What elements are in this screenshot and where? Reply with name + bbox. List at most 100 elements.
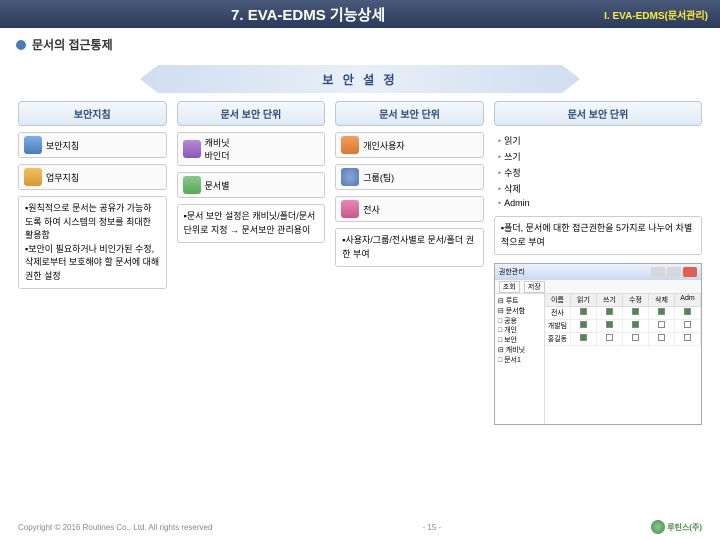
window-title: 권한관리 [499,267,525,277]
checkbox-icon[interactable] [684,334,691,341]
checkbox-icon[interactable] [580,334,587,341]
window-titlebar: 권한관리 [495,264,701,280]
table-cell [623,307,649,319]
grid-col: 이름 [545,294,571,306]
footer: Copyright © 2016 Routines Co., Ltd. All … [0,520,720,534]
lock-icon [24,168,42,186]
checkbox-icon[interactable] [658,334,665,341]
table-row[interactable]: 전사 [545,307,701,320]
minimize-icon[interactable] [651,267,665,277]
grid-header: 이름 읽기 쓰기 수정 삭제 Adm [545,294,701,307]
table-cell [649,320,675,332]
table-cell [623,320,649,332]
col-head: 문서 보안 단위 [494,101,702,126]
tree-panel[interactable]: ⊟ 루트 ⊟ 문서함 □ 공용 □ 개인 □ 보안 ⊟ 캐비닛 □ 문서1 [495,294,545,424]
table-cell: 전사 [545,307,571,319]
window-buttons [651,267,697,277]
columns: 보안지침 보안지침 업무지침 ▪원칙적으로 문서는 공유가 가능하도록 하여 시… [0,101,720,425]
grid-col: 쓰기 [597,294,623,306]
subtitle: 문서의 접근통제 [0,28,720,61]
perm-delete: 삭제 [498,182,698,195]
logo: 루틴스(주) [651,520,702,534]
close-icon[interactable] [683,267,697,277]
table-cell [597,320,623,332]
col-head: 보안지침 [18,101,167,126]
table-cell [649,333,675,345]
desc-2: ▪문서 보안 설정은 캐비닛/폴더/문서 단위로 지정 → 문서보안 관리용이 [177,204,326,243]
tree-node[interactable]: □ 문서1 [498,356,541,366]
table-cell [623,333,649,345]
checkbox-icon[interactable] [658,321,665,328]
tree-node[interactable]: ⊟ 루트 [498,297,541,307]
table-cell [675,320,701,332]
table-row[interactable]: 개발팀 [545,320,701,333]
item-label: 그룹(팀) [363,171,394,184]
perm-write: 쓰기 [498,150,698,163]
item-label: 전사 [363,203,380,216]
checkbox-icon[interactable] [606,321,613,328]
checkbox-icon[interactable] [684,321,691,328]
checkbox-icon[interactable] [580,321,587,328]
col-2: 문서 보안 단위 캐비닛 바인더 문서별 ▪문서 보안 설정은 캐비닛/폴더/문… [177,101,326,425]
col-3: 문서 보안 단위 개인사용자 그룹(팀) 전사 ▪사용자/그룹/전사별로 문서/… [335,101,484,425]
toolbar: 조회 저장 [495,280,701,294]
page-title: 7. EVA-EDMS 기능상세 [12,4,604,25]
table-row[interactable]: 홍길동 [545,333,701,346]
group-icon [341,168,359,186]
page-number: - 15 - [212,523,651,532]
table-cell [649,307,675,319]
checkbox-icon[interactable] [580,308,587,315]
desc-1: ▪원칙적으로 문서는 공유가 가능하도록 하여 시스템의 정보를 최대한 활용함… [18,196,167,289]
bullet-icon [16,40,26,50]
grid-col: 삭제 [649,294,675,306]
grid-col: Adm [675,294,701,306]
tree-node[interactable]: ⊟ 문서함 [498,307,541,317]
checkbox-icon[interactable] [658,308,665,315]
perm-read: 읽기 [498,134,698,147]
user-icon [341,136,359,154]
table-cell [571,320,597,332]
tree-node[interactable]: □ 보안 [498,336,541,346]
table-cell [675,307,701,319]
company-icon [341,200,359,218]
header-section: I. EVA-EDMS(문서관리) [604,7,708,22]
checkbox-icon[interactable] [684,308,691,315]
tool-search[interactable]: 조회 [499,281,520,293]
item-work: 업무지침 [18,164,167,190]
col-1: 보안지침 보안지침 업무지침 ▪원칙적으로 문서는 공유가 가능하도록 하여 시… [18,101,167,425]
checkbox-icon[interactable] [632,308,639,315]
tool-save[interactable]: 저장 [524,281,545,293]
table-cell [571,333,597,345]
folder-icon [24,136,42,154]
item-all: 전사 [335,196,484,222]
table-cell [597,307,623,319]
item-cabinet: 캐비닛 바인더 [177,132,326,166]
grid-panel: 이름 읽기 쓰기 수정 삭제 Adm 전사개발팀홍길동 [545,294,701,424]
grid-col: 수정 [623,294,649,306]
document-icon [183,176,201,194]
col-head: 문서 보안 단위 [177,101,326,126]
item-label: 캐비닛 바인더 [205,136,230,162]
copyright: Copyright © 2016 Routines Co., Ltd. All … [18,523,212,532]
perm-edit: 수정 [498,166,698,179]
maximize-icon[interactable] [667,267,681,277]
table-cell: 홍길동 [545,333,571,345]
item-group: 그룹(팀) [335,164,484,190]
table-cell [675,333,701,345]
table-cell: 개발팀 [545,320,571,332]
tree-node[interactable]: □ 공용 [498,317,541,327]
window-body: ⊟ 루트 ⊟ 문서함 □ 공용 □ 개인 □ 보안 ⊟ 캐비닛 □ 문서1 이름… [495,294,701,424]
screenshot-window: 권한관리 조회 저장 ⊟ 루트 ⊟ 문서함 □ 공용 □ 개인 [494,263,702,425]
table-cell [597,333,623,345]
desc-3: ▪사용자/그룹/전사별로 문서/폴더 권한 부여 [335,228,484,267]
checkbox-icon[interactable] [606,334,613,341]
tree-node[interactable]: □ 개인 [498,326,541,336]
checkbox-icon[interactable] [632,334,639,341]
banner-text: 보 안 설 정 [322,71,397,88]
checkbox-icon[interactable] [606,308,613,315]
item-label: 업무지침 [46,171,79,184]
item-user: 개인사용자 [335,132,484,158]
tree-node[interactable]: ⊟ 캐비닛 [498,346,541,356]
checkbox-icon[interactable] [632,321,639,328]
grid-col: 읽기 [571,294,597,306]
